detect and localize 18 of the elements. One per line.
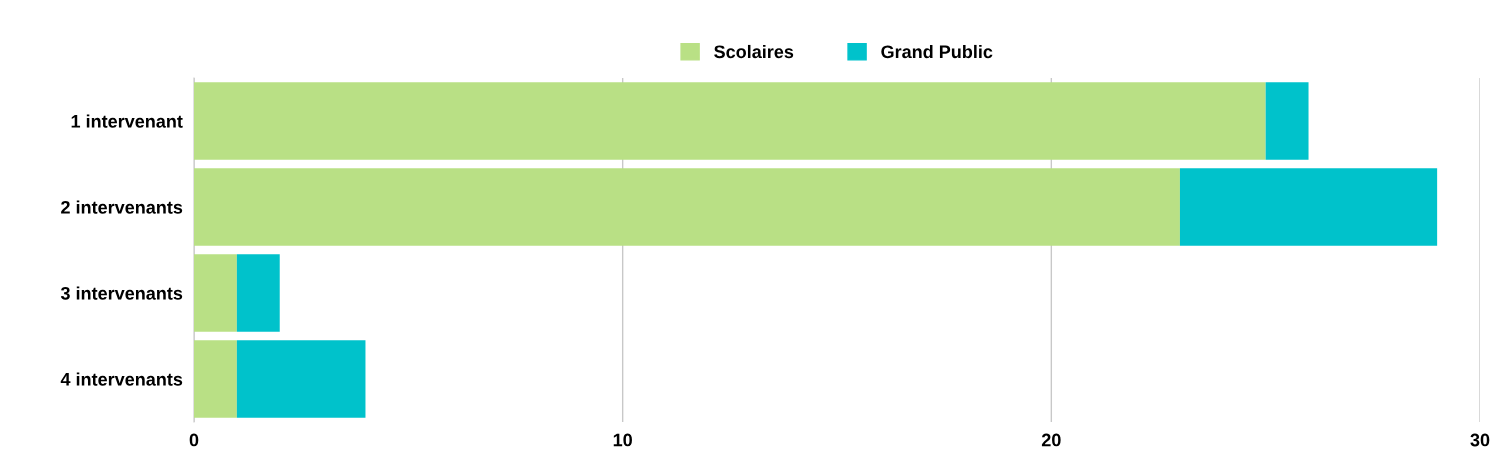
bar xyxy=(194,168,1180,246)
y-tick-label: 3 intervenants xyxy=(60,286,183,300)
bar xyxy=(236,254,280,332)
x-tick-label: 10 xyxy=(613,433,632,447)
bar xyxy=(194,254,237,332)
legend-label: Grand Public xyxy=(881,44,993,59)
y-tick-label: 4 intervenants xyxy=(60,372,183,386)
bar xyxy=(194,340,237,418)
x-tick-label: 30 xyxy=(1470,433,1490,447)
y-tick-label: 1 intervenant xyxy=(71,114,183,128)
x-tick-label: 0 xyxy=(189,433,199,447)
bar xyxy=(194,82,1266,160)
x-tick-label: 20 xyxy=(1041,433,1061,447)
bar xyxy=(1179,168,1438,246)
bar xyxy=(1265,82,1309,160)
y-tick-label: 2 intervenants xyxy=(61,200,183,214)
legend-label: Scolaires xyxy=(714,44,794,59)
bar xyxy=(236,340,366,418)
